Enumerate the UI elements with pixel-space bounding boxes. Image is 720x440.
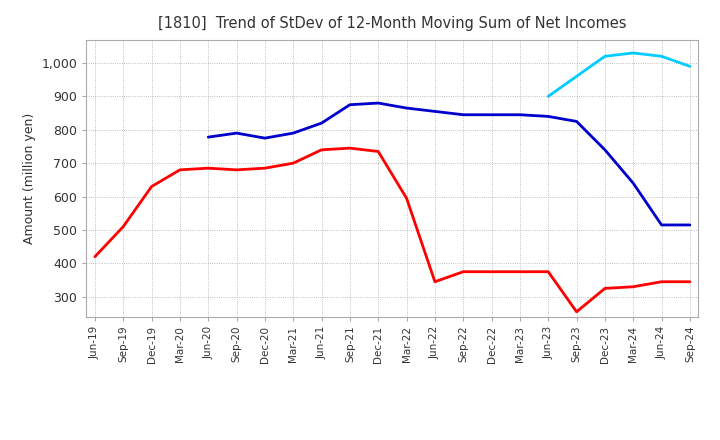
7 Years bbox=[600, 54, 609, 59]
5 Years bbox=[261, 136, 269, 141]
3 Years bbox=[374, 149, 382, 154]
3 Years bbox=[261, 165, 269, 171]
3 Years bbox=[685, 279, 694, 284]
5 Years bbox=[204, 135, 212, 140]
3 Years bbox=[657, 279, 666, 284]
5 Years bbox=[374, 100, 382, 106]
5 Years bbox=[402, 106, 411, 111]
5 Years bbox=[431, 109, 439, 114]
3 Years bbox=[119, 224, 127, 229]
3 Years bbox=[318, 147, 326, 152]
3 Years bbox=[91, 254, 99, 259]
3 Years bbox=[600, 286, 609, 291]
3 Years bbox=[629, 284, 637, 290]
5 Years bbox=[233, 131, 241, 136]
5 Years bbox=[346, 102, 354, 107]
3 Years bbox=[544, 269, 552, 275]
Line: 7 Years: 7 Years bbox=[548, 53, 690, 96]
5 Years bbox=[516, 112, 524, 117]
Line: 5 Years: 5 Years bbox=[208, 103, 690, 225]
3 Years bbox=[289, 161, 297, 166]
7 Years bbox=[629, 50, 637, 55]
3 Years bbox=[487, 269, 496, 275]
5 Years bbox=[289, 131, 297, 136]
5 Years bbox=[459, 112, 467, 117]
5 Years bbox=[487, 112, 496, 117]
7 Years bbox=[572, 73, 581, 79]
5 Years bbox=[685, 222, 694, 227]
3 Years bbox=[572, 309, 581, 315]
3 Years bbox=[176, 167, 184, 172]
3 Years bbox=[204, 165, 212, 171]
7 Years bbox=[657, 54, 666, 59]
3 Years bbox=[346, 146, 354, 151]
3 Years bbox=[233, 167, 241, 172]
3 Years bbox=[459, 269, 467, 275]
5 Years bbox=[600, 147, 609, 152]
5 Years bbox=[572, 119, 581, 124]
5 Years bbox=[629, 180, 637, 186]
7 Years bbox=[544, 94, 552, 99]
3 Years bbox=[431, 279, 439, 284]
5 Years bbox=[544, 114, 552, 119]
5 Years bbox=[318, 121, 326, 126]
3 Years bbox=[516, 269, 524, 275]
3 Years bbox=[402, 196, 411, 201]
Y-axis label: Amount (million yen): Amount (million yen) bbox=[23, 113, 36, 244]
Line: 3 Years: 3 Years bbox=[95, 148, 690, 312]
5 Years bbox=[657, 222, 666, 227]
Title: [1810]  Trend of StDev of 12-Month Moving Sum of Net Incomes: [1810] Trend of StDev of 12-Month Moving… bbox=[158, 16, 626, 32]
7 Years bbox=[685, 64, 694, 69]
3 Years bbox=[148, 184, 156, 189]
